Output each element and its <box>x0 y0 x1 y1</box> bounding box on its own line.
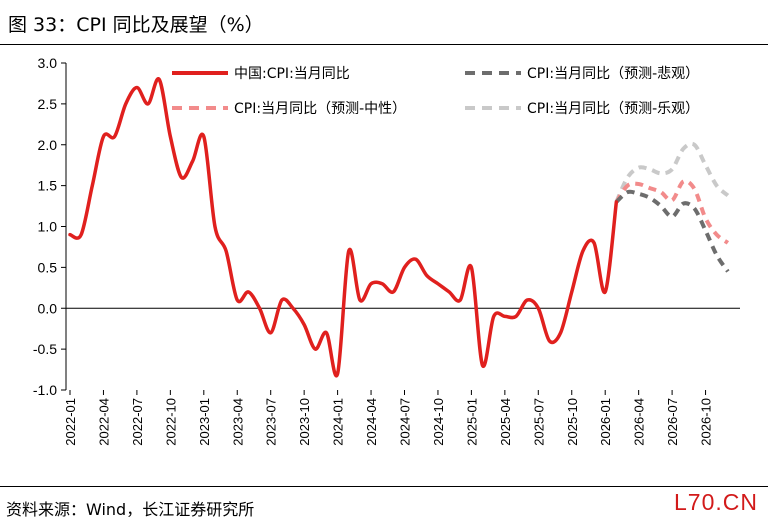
x-tick-label: 2026-01 <box>598 398 613 446</box>
x-tick-label: 2026-04 <box>632 398 647 446</box>
x-tick-label: 2022-01 <box>63 398 78 446</box>
x-tick-label: 2023-04 <box>230 398 245 446</box>
source-divider <box>0 486 768 487</box>
cpi-line-chart: 3.0 2.5 2.0 1.5 1.0 0.5 0.0 -0.5 -1.0 2022-01 2022… <box>33 55 740 446</box>
legend-label-3: CPI:当月同比（预测-乐观） <box>527 101 699 117</box>
chart-axes: 3.0 2.5 2.0 1.5 1.0 0.5 0.0 -0.5 -1.0 2022-01 2022… <box>33 55 740 446</box>
x-tick-label: 2024-10 <box>431 398 446 446</box>
y-tick-label: 2.0 <box>38 137 58 153</box>
x-tick-label: 2023-01 <box>197 398 212 446</box>
series-line-2 <box>614 179 730 245</box>
x-tick-label: 2022-07 <box>130 398 145 446</box>
y-tick-label: 0.5 <box>38 259 58 275</box>
x-tick-label: 2025-01 <box>464 398 479 446</box>
y-tick-label: 1.5 <box>38 178 58 194</box>
x-tick-label: 2025-04 <box>498 398 513 446</box>
source-note: 资料来源：Wind，长江证券研究所 <box>6 500 255 519</box>
x-tick-label: 2023-10 <box>297 398 312 446</box>
y-tick-label: 3.0 <box>38 55 58 71</box>
page-title: 图 33：CPI 同比及展望（%） <box>8 14 264 36</box>
legend-label-1: CPI:当月同比（预测-悲观） <box>527 65 699 82</box>
legend-label-2: CPI:当月同比（预测-中性） <box>234 101 406 117</box>
x-tick-label: 2022-04 <box>96 398 111 446</box>
legend-label-0: 中国:CPI:当月同比 <box>234 66 350 82</box>
x-tick-label: 2025-10 <box>565 398 580 446</box>
series-line-3 <box>614 141 730 203</box>
x-tick-label: 2024-04 <box>364 398 379 446</box>
x-tick-label: 2023-07 <box>264 398 279 446</box>
x-tick-label: 2026-10 <box>699 398 714 446</box>
x-tick-label: 2024-01 <box>331 398 346 446</box>
series-line-1 <box>614 189 730 273</box>
chart-legend: 中国:CPI:当月同比 CPI:当月同比（预测-悲观） CPI:当月同比（预测-中性… <box>172 65 699 117</box>
chart-lines <box>68 77 730 378</box>
watermark-logo: L70.CN <box>674 489 758 515</box>
y-tick-label: 0.0 <box>38 300 58 316</box>
series-line-0 <box>68 77 619 378</box>
x-tick-label: 2022-10 <box>163 398 178 446</box>
y-tick-label: -0.5 <box>33 341 57 357</box>
y-tick-label: 1.0 <box>38 219 58 235</box>
x-tick-label: 2026-07 <box>665 398 680 446</box>
y-tick-label: -1.0 <box>33 382 57 398</box>
title-divider <box>0 44 768 45</box>
x-tick-label: 2024-07 <box>398 398 413 446</box>
y-tick-label: 2.5 <box>38 96 58 112</box>
x-tick-label: 2025-07 <box>531 398 546 446</box>
